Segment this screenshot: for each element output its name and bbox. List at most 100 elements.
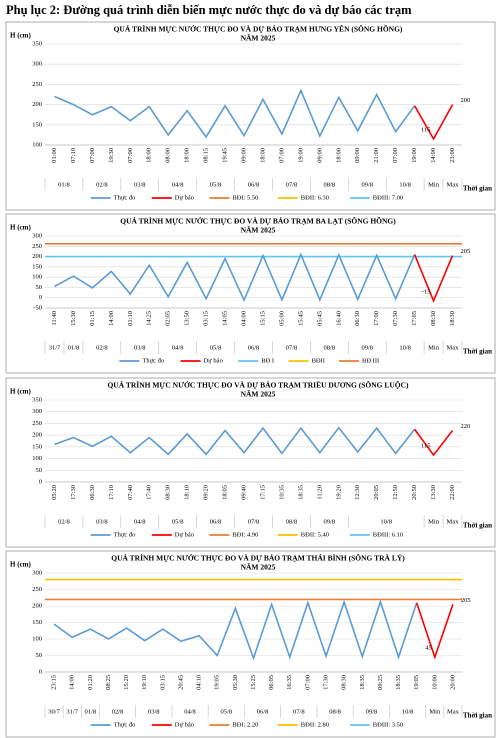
date-label: 06/8 (248, 344, 260, 351)
y-tick-label: 100 (32, 274, 42, 281)
y-tick-label: 100 (32, 455, 42, 462)
chart-frame (5, 550, 496, 738)
x-tick-label: 18:35 (395, 675, 402, 690)
annotation: 115 (421, 126, 431, 133)
legend-label: Dự báo (175, 531, 194, 538)
x-tick-label: 07:00 (392, 148, 399, 163)
series-line (54, 88, 416, 139)
date-label: 06/8 (210, 518, 222, 525)
date-label: Min (428, 518, 440, 525)
series-line (54, 252, 416, 303)
y-tick-label: 200 (32, 432, 42, 439)
x-tick-label: 14:00 (430, 148, 437, 163)
date-label: 02/8 (96, 344, 108, 351)
y-tick-label: 200 (32, 101, 42, 108)
series-line (413, 254, 454, 303)
x-tick-label: 06:30 (89, 485, 96, 500)
legend-label: BĐ III (362, 357, 379, 364)
y-tick-label: 350 (32, 40, 42, 47)
x-tick-label: 19:30 (108, 148, 115, 163)
date-label: Max (447, 344, 460, 351)
x-tick-label: 20:00 (449, 675, 456, 690)
x-tick-label: 03:15 (203, 311, 210, 326)
x-tick-label: 19:05 (214, 675, 221, 690)
x-tick-label: 05:00 (278, 311, 285, 326)
date-label: 09/8 (361, 344, 373, 351)
x-axis-label: Thời gian (463, 522, 492, 530)
x-tick-label: 23:15 (51, 675, 58, 690)
legend-label: Thực đo (114, 194, 136, 201)
annotation: 220 (461, 423, 471, 430)
x-tick-label: 07:40 (127, 485, 134, 500)
x-tick-label: 05:20 (51, 485, 58, 500)
date-label: 03/8 (134, 344, 146, 351)
legend-label: Dự báo (175, 194, 194, 201)
x-tick-label: 14:05 (222, 311, 229, 326)
date-label: 04/8 (172, 344, 184, 351)
y-tick-label: -50 (33, 304, 42, 311)
date-label: 09/8 (366, 708, 378, 715)
x-tick-label: 01:00 (51, 148, 58, 163)
y-tick-label: 200 (32, 602, 42, 609)
y-tick-label: 0 (39, 668, 42, 675)
x-tick-label: 06:30 (354, 311, 361, 326)
x-tick-label: 09:00 (241, 148, 248, 163)
x-tick-label: 09:40 (241, 485, 248, 500)
x-tick-label: 01:20 (87, 675, 94, 690)
chart-subtitle: NĂM 2025 (241, 225, 276, 235)
x-tick-label: 15:30 (70, 311, 77, 326)
x-axis-label: Thời gian (463, 348, 492, 356)
series-line (413, 104, 454, 141)
date-label: 05/8 (172, 518, 184, 525)
date-label: 01/8 (85, 708, 97, 715)
chart-subtitle: NĂM 2025 (241, 389, 276, 399)
date-label: 08/8 (329, 708, 341, 715)
x-tick-label: 17:40 (146, 485, 153, 500)
date-label: 31/7 (49, 344, 61, 351)
y-tick-label: 150 (32, 121, 42, 128)
date-label: 30/7 (48, 708, 60, 715)
annotation: 45 (425, 645, 432, 652)
date-label: 02/8 (96, 181, 108, 188)
date-label: 01/8 (68, 344, 80, 351)
chart-frame (5, 377, 496, 548)
y-tick-label: 300 (32, 408, 42, 415)
x-tick-label: 14:00 (69, 675, 76, 690)
x-tick-label: 17:05 (411, 311, 418, 326)
x-tick-label: 01:10 (127, 311, 134, 326)
x-tick-label: 04:10 (196, 675, 203, 690)
y-tick-label: 150 (32, 619, 42, 626)
x-tick-label: 08:30 (341, 675, 348, 690)
x-tick-label: 18:30 (449, 311, 456, 326)
date-label: 03/8 (148, 708, 160, 715)
x-tick-label: 19:45 (222, 148, 229, 163)
legend-label: BĐIII: 6.10 (373, 531, 403, 538)
x-tick-label: 17:30 (323, 675, 330, 690)
y-tick-label: 350 (32, 396, 42, 403)
date-label: 03/8 (134, 181, 146, 188)
x-tick-label: 07:10 (70, 148, 77, 163)
chart-subtitle: NĂM 2025 (241, 33, 276, 43)
date-label: Max (447, 518, 460, 525)
x-tick-label: 17:00 (373, 311, 380, 326)
date-label: 10/8 (399, 181, 411, 188)
date-label: 01/8 (58, 181, 70, 188)
y-tick-label: 50 (36, 284, 43, 291)
x-tick-label: 20:50 (411, 485, 418, 500)
x-tick-label: 07:00 (89, 148, 96, 163)
date-label: 07/8 (248, 518, 260, 525)
x-tick-label: 15:25 (250, 675, 257, 690)
y-tick-label: 200 (32, 253, 42, 260)
date-label: 10/8 (399, 344, 411, 351)
x-tick-label: 18:00 (184, 148, 191, 163)
x-tick-label: 13:50 (184, 311, 191, 326)
legend-label: BĐII: 2.80 (301, 721, 329, 728)
legend-label: Thực đo (114, 531, 136, 538)
x-tick-label: 14:25 (146, 311, 153, 326)
x-tick-label: 06:05 (268, 675, 275, 690)
legend-label: BĐI: 2.20 (232, 721, 258, 728)
legend-label: Thực đo (114, 721, 136, 728)
y-axis-label: H (cm) (10, 224, 31, 232)
chart-title: QUÁ TRÌNH MỰC NƯỚC THỰC ĐO VÀ DỰ BÁO TRẠ… (111, 553, 405, 563)
x-tick-label: 13:30 (430, 485, 437, 500)
